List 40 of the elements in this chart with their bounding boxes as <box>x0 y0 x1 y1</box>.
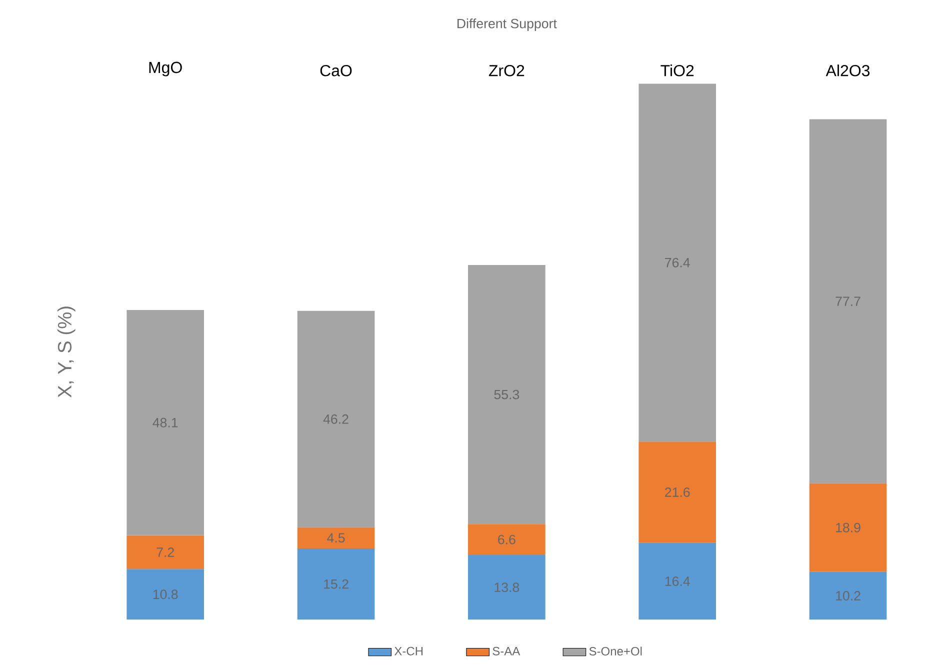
data-label: 10.2 <box>836 591 860 600</box>
data-label: 15.2 <box>324 579 348 589</box>
bar <box>297 548 375 620</box>
data-label: 77.7 <box>836 296 860 306</box>
bar <box>638 84 716 442</box>
bar <box>297 527 375 548</box>
bar <box>809 483 887 572</box>
bar <box>809 119 887 484</box>
legend-label: S-AA <box>492 646 520 656</box>
data-label: 46.2 <box>323 414 348 424</box>
y-axis-title: X, Y, S (%) <box>57 306 76 398</box>
data-label: 7.2 <box>156 548 174 557</box>
x-tick-label: CaO <box>320 64 352 76</box>
bar <box>468 264 546 524</box>
data-label: 16.4 <box>665 576 690 586</box>
data-label: 4.5 <box>327 533 345 543</box>
legend-label: S-One+Ol <box>589 646 642 656</box>
data-label: 10.8 <box>153 590 178 600</box>
x-tick-label: ZrO2 <box>488 64 524 76</box>
bar <box>297 310 375 528</box>
bar <box>126 310 204 536</box>
data-label: 55.3 <box>494 390 520 400</box>
bar <box>468 555 546 620</box>
data-label: 13.8 <box>494 582 520 592</box>
data-label: 76.4 <box>665 258 690 268</box>
bar <box>126 535 204 570</box>
legend-label: X-CH <box>394 646 423 656</box>
bar <box>126 569 204 620</box>
data-label: 18.9 <box>836 522 860 532</box>
data-label: 48.1 <box>152 418 178 428</box>
bar <box>638 442 716 543</box>
x-tick-label: MgO <box>149 62 182 76</box>
data-label: 6.6 <box>498 534 516 544</box>
bar <box>809 572 887 620</box>
chart-title: Different Support <box>457 18 557 31</box>
data-label: 21.6 <box>665 488 690 497</box>
bar <box>638 542 716 620</box>
bar <box>468 524 546 556</box>
x-tick-label: TiO2 <box>660 64 694 76</box>
x-tick-label: Al2O3 <box>826 64 870 76</box>
